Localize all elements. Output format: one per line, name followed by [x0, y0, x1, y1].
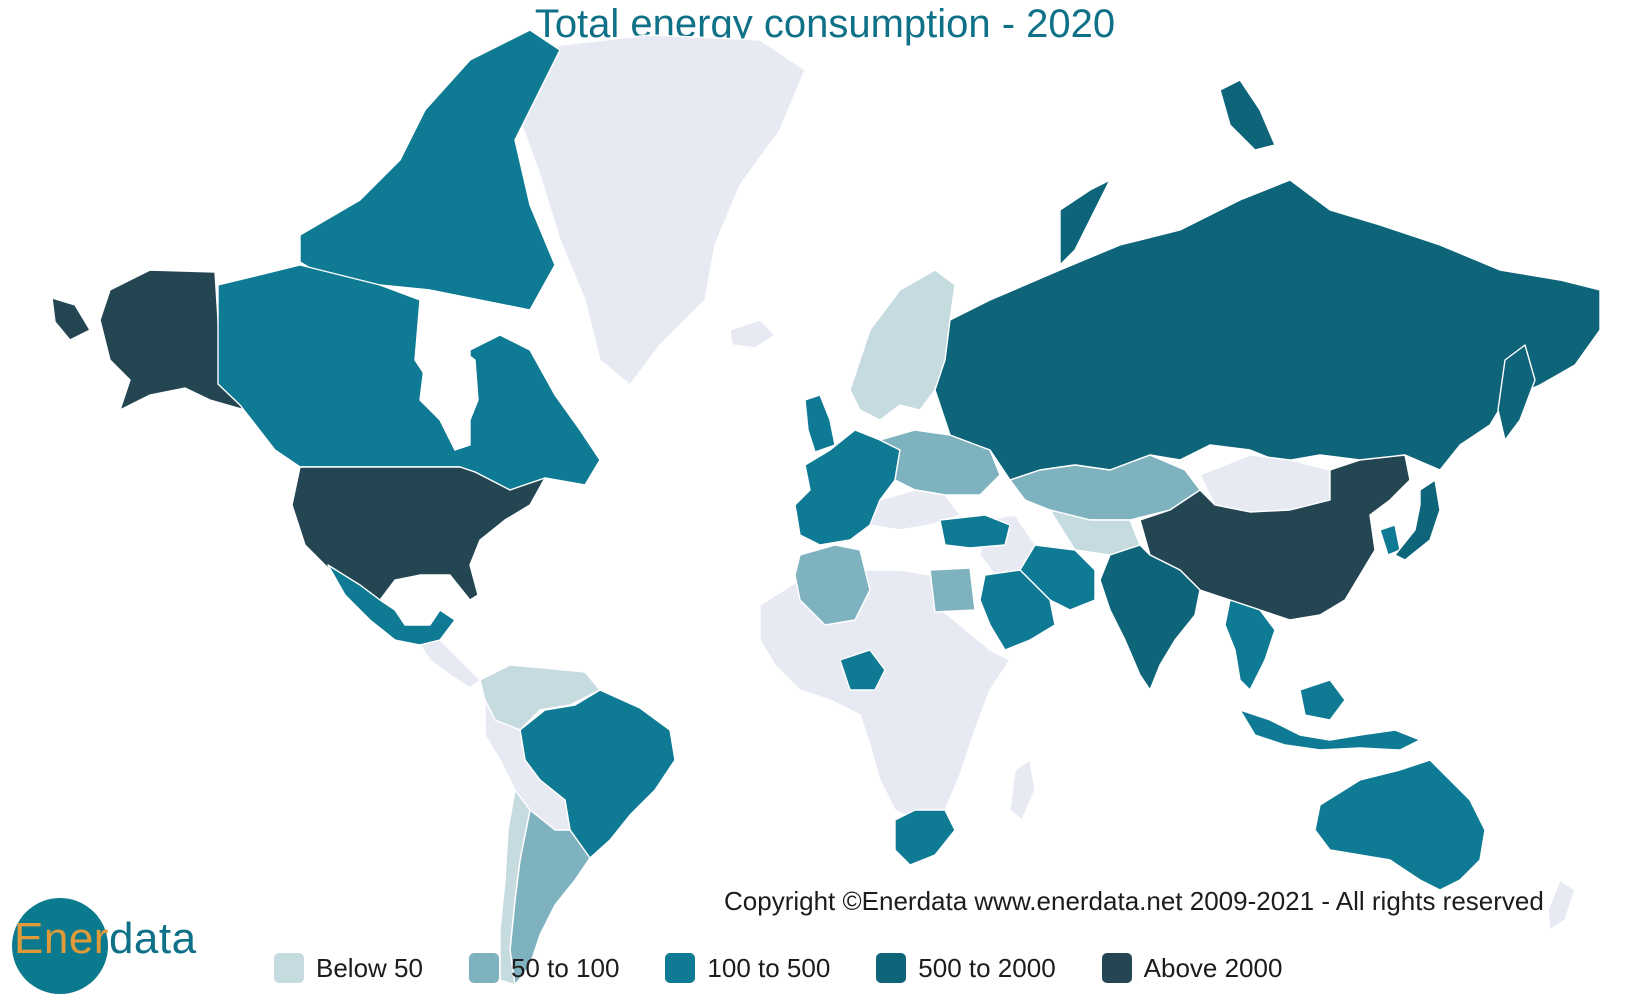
region-alaska[interactable]: [99, 269, 246, 411]
legend-swatch: [468, 953, 499, 983]
region-china[interactable]: [1139, 454, 1411, 621]
region-canada-arctic[interactable]: [299, 29, 561, 311]
region-canada[interactable]: [217, 264, 601, 491]
legend-swatch: [1101, 953, 1132, 983]
region-saudi-arabia[interactable]: [979, 569, 1056, 651]
legend-item[interactable]: 500 to 2000: [876, 952, 1056, 984]
legend-item[interactable]: Above 2000: [1101, 952, 1283, 984]
map-legend: Below 50 50 to 100 100 to 500 500 to 200…: [274, 948, 1328, 988]
region-turkey[interactable]: [939, 514, 1011, 549]
legend-label: Above 2000: [1143, 952, 1283, 983]
legend-item[interactable]: Below 50: [274, 953, 423, 984]
region-africa-other[interactable]: [759, 569, 1011, 821]
region-mongolia[interactable]: [1199, 454, 1331, 513]
region-hudson-bay: [419, 344, 479, 451]
logo-text: Enerdata: [14, 914, 197, 963]
region-algeria[interactable]: [794, 544, 871, 626]
legend-swatch: [665, 953, 696, 983]
legend-item[interactable]: 50 to 100: [468, 952, 620, 984]
region-iceland[interactable]: [729, 319, 776, 349]
region-borneo[interactable]: [1299, 679, 1346, 721]
region-russia[interactable]: [934, 179, 1601, 481]
region-indonesia[interactable]: [1239, 709, 1421, 751]
region-kamchatka[interactable]: [1497, 344, 1536, 441]
legend-swatch: [274, 953, 304, 983]
legend-item[interactable]: 100 to 500: [665, 953, 830, 984]
region-aleutians[interactable]: [51, 297, 91, 341]
region-united-kingdom[interactable]: [804, 394, 836, 453]
region-madagascar[interactable]: [1009, 759, 1036, 821]
region-australia[interactable]: [1314, 759, 1486, 891]
region-greenland[interactable]: [519, 34, 806, 386]
region-india[interactable]: [1099, 544, 1201, 691]
legend-label: 500 to 2000: [918, 952, 1056, 983]
region-russia-arctic[interactable]: [1219, 79, 1276, 151]
logo-circle: [12, 898, 108, 994]
region-eastern-europe[interactable]: [879, 429, 1001, 496]
region-southeast-asia[interactable]: [1224, 599, 1276, 691]
region-novaya-zemlya[interactable]: [1059, 179, 1111, 266]
legend-label: 50 to 100: [510, 952, 620, 983]
legend-label: Below 50: [316, 952, 423, 983]
region-new-zealand[interactable]: [1547, 879, 1576, 931]
copyright-text: Copyright ©Enerdata www.enerdata.net 200…: [724, 886, 1544, 916]
region-south-africa[interactable]: [894, 809, 956, 866]
region-egypt[interactable]: [929, 567, 976, 613]
region-chile[interactable]: [499, 789, 531, 986]
region-japan[interactable]: [1394, 479, 1441, 561]
region-south-korea[interactable]: [1379, 524, 1401, 556]
enerdata-logo: Enerdata: [12, 894, 212, 994]
region-mexico[interactable]: [327, 564, 456, 646]
legend-label: 100 to 500: [707, 952, 831, 983]
region-central-america[interactable]: [419, 639, 481, 689]
legend-swatch: [876, 953, 907, 983]
region-nigeria[interactable]: [839, 649, 886, 691]
